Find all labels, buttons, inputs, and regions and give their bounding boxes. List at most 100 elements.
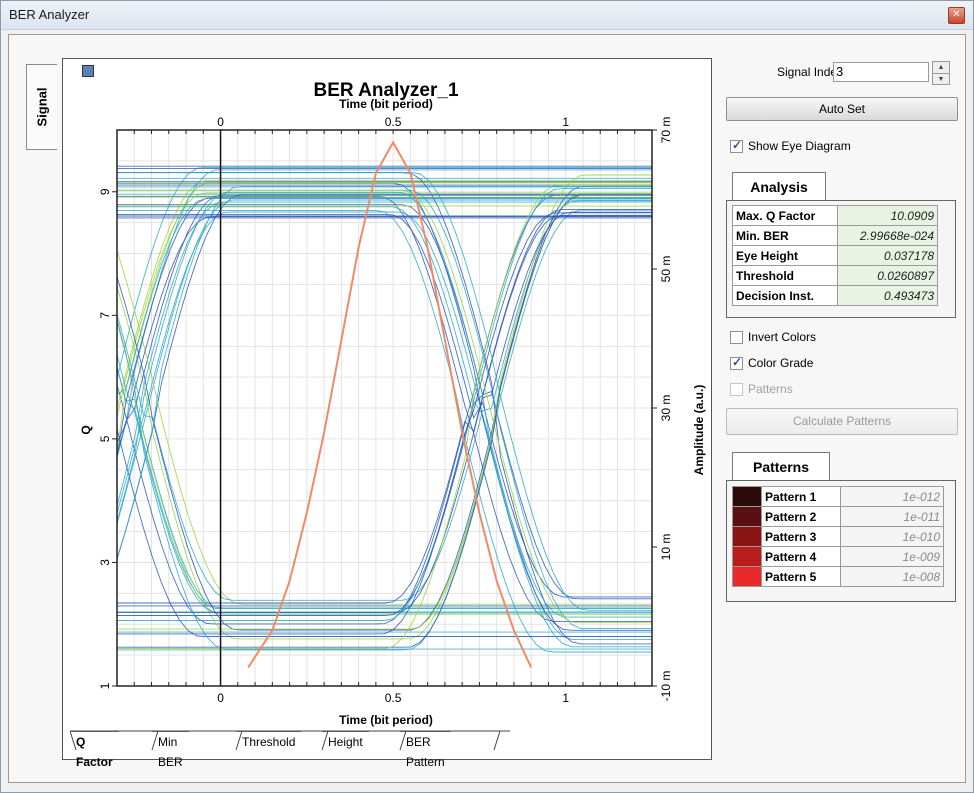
eye-trace [117,184,652,649]
pattern-value: 1e-011 [840,506,944,527]
y2-tick-label: 70 m [659,117,673,144]
eye-trace [117,206,652,618]
eye-trace [116,199,652,524]
y-tick-label: 1 [98,682,112,689]
pattern-key: Pattern 3 [761,526,841,547]
eye-trace [116,366,652,609]
patterns-table: Pattern 1 1e-012 Pattern 2 1e-011 Pattern … [732,486,944,587]
top-axis-label: Time (bit period) [339,97,433,111]
show-eye-label: Show Eye Diagram [748,139,851,153]
signal-index-input[interactable]: 3 [833,62,929,82]
eye-trace [116,366,652,610]
table-row: Max. Q Factor 10.0909 [732,205,938,226]
eye-trace [116,250,652,605]
eye-trace [117,209,652,651]
eye-trace [116,318,652,615]
patterns-label: Patterns [748,382,793,396]
tab-analysis[interactable]: Analysis [732,172,826,201]
eye-trace [117,189,652,624]
pattern-value: 1e-008 [840,566,944,587]
y-tick-label: 7 [98,312,112,319]
x-tick-label-top: 0 [217,115,224,129]
tab-signal[interactable]: Signal [26,64,57,150]
y-tick-label: 5 [98,435,112,442]
eye-trace [117,212,652,635]
table-row: Eye Height 0.037178 [732,245,938,266]
title-bar[interactable]: BER Analyzer ✕ [1,1,973,30]
analysis-value: 0.037178 [837,245,938,266]
tab-patterns-label: Patterns [752,459,810,475]
spin-down-icon[interactable]: ▼ [937,76,945,83]
plot-title: BER Analyzer_1 [313,80,458,101]
eye-trace [117,194,652,648]
analysis-key: Threshold [732,265,838,286]
show-eye-checkbox[interactable] [730,138,743,153]
eye-trace [116,191,652,648]
eye-trace [117,208,652,616]
analysis-value: 2.99668e-024 [837,225,938,246]
pattern-key: Pattern 1 [761,486,841,507]
eye-trace [117,211,652,614]
close-icon[interactable]: ✕ [948,7,965,24]
eye-trace [117,214,652,598]
eye-trace [116,321,652,650]
eye-trace [117,188,652,621]
eye-trace [116,186,652,560]
analysis-table: Max. Q Factor 10.0909 Min. BER 2.99668e-02… [732,205,938,306]
invert-colors-checkbox[interactable] [730,331,743,344]
q-factor-curve [247,140,533,669]
eye-trace [116,169,652,459]
tab-threshold-label: Threshold [242,735,296,749]
eye-trace [117,171,652,611]
analysis-value: 10.0909 [837,205,938,226]
tab-strip-outline [70,730,510,751]
analysis-key: Max. Q Factor [732,205,838,226]
signal-index-spinner[interactable]: ▲ ▼ [932,61,950,85]
y2-tick-label: -10 m [659,671,673,702]
pattern-swatch [732,546,762,567]
analysis-key: Decision Inst. [732,285,838,306]
table-row: Pattern 1 1e-012 [732,486,944,507]
analysis-value: 0.0260897 [837,265,938,286]
tab-signal-label: Signal [34,87,50,127]
eye-trace [116,194,652,456]
pattern-key: Pattern 5 [761,566,841,587]
x-tick-label-bottom: 1 [562,691,569,705]
pattern-key: Pattern 4 [761,546,841,567]
x-tick-label-bottom: 0 [217,691,224,705]
auto-set-button[interactable]: Auto Set [726,97,958,121]
y2-tick-label: 50 m [659,256,673,283]
eye-trace [116,200,652,601]
pattern-value: 1e-009 [840,546,944,567]
color-grade-checkbox[interactable] [730,355,743,370]
tab-min-ber-label: Min BER [158,735,183,769]
eye-trace [116,192,652,418]
eye-trace [116,201,652,506]
pattern-swatch [732,526,762,547]
plot-menu-icon[interactable] [82,65,94,77]
calculate-patterns-button[interactable]: Calculate Patterns [726,408,958,435]
left-axis-label: Q [79,425,93,434]
analysis-key: Min. BER [732,225,838,246]
y2-tick-label: 30 m [659,395,673,422]
eye-trace [117,182,652,631]
y2-tick-label: 10 m [659,534,673,561]
spin-up-icon[interactable]: ▲ [933,62,949,74]
window-title: BER Analyzer [9,7,90,22]
table-row: Pattern 3 1e-010 [732,526,944,547]
y-tick-label: 9 [98,188,112,195]
table-row: Min. BER 2.99668e-024 [732,225,938,246]
patterns-checkbox[interactable] [730,383,743,396]
eye-trace [117,214,652,604]
eye-trace [116,216,652,443]
eye-trace [116,179,652,409]
table-row: Pattern 2 1e-011 [732,506,944,527]
signal-index-label: Signal Index: [777,65,847,79]
eye-trace [116,198,652,395]
eye-trace [116,185,652,631]
tab-patterns[interactable]: Patterns [732,452,830,481]
tab-ber-pattern-label: BER Pattern [406,735,445,769]
pattern-swatch [732,486,762,507]
